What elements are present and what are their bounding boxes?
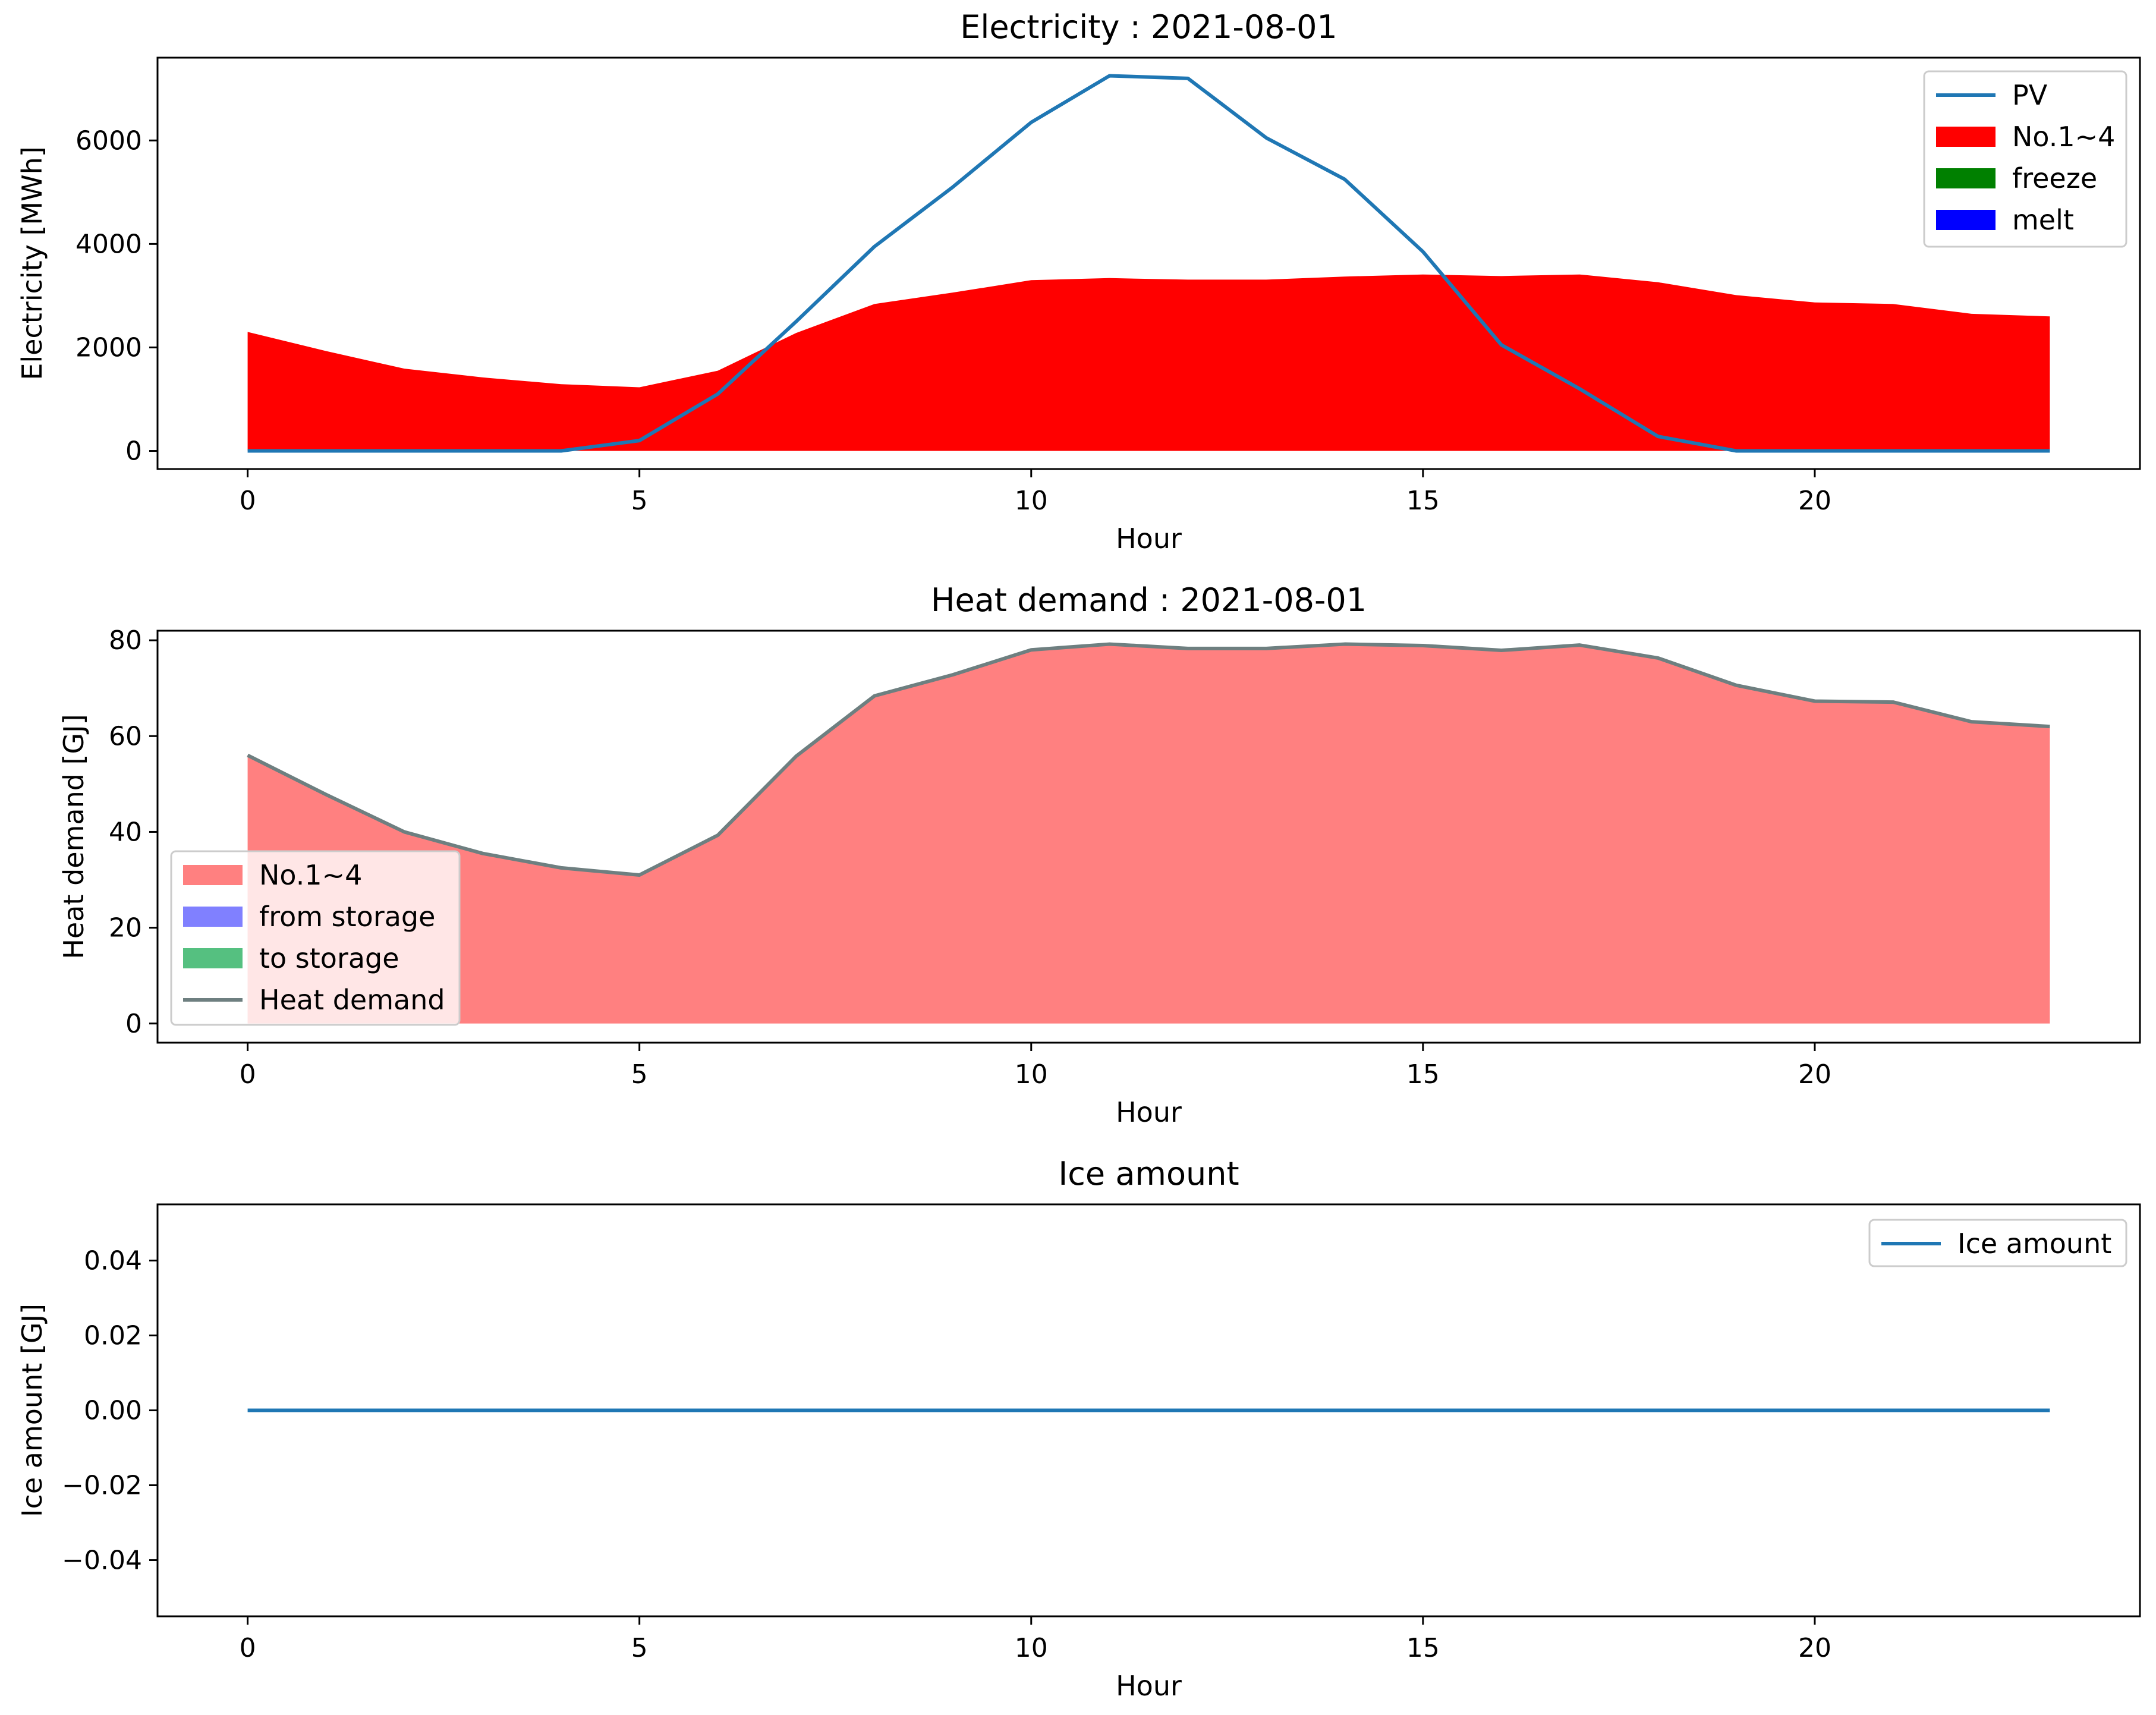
ice-legend: Ice amount	[1868, 1219, 2127, 1267]
heat-ytick-label: 40	[109, 817, 142, 847]
electricity-xtick-label: 0	[240, 486, 256, 516]
heat-legend-label: to storage	[259, 942, 399, 974]
ice-xtick-label: 5	[631, 1633, 648, 1663]
electricity-legend-label: freeze	[2012, 162, 2097, 194]
ice-ytick-label: 0.00	[84, 1396, 142, 1426]
electricity-ytick-label: 6000	[75, 125, 142, 156]
heat-legend-label: from storage	[259, 901, 435, 933]
ice-y-axis-label: Ice amount [GJ]	[16, 1304, 48, 1517]
heat-legend-swatch	[183, 907, 243, 927]
electricity-xtick-label: 15	[1406, 486, 1440, 516]
heat-xtick-label: 5	[631, 1059, 648, 1090]
heat-area-0	[247, 644, 2050, 1024]
electricity-axes-frame	[156, 56, 2141, 470]
electricity-ytick-label: 4000	[75, 229, 142, 259]
electricity-legend-swatch	[1936, 210, 1996, 230]
heat-legend-swatch	[183, 865, 243, 885]
ice-ytick-label: −0.02	[62, 1471, 142, 1501]
electricity-legend: PV No.1~4 freeze melt	[1923, 70, 2127, 248]
ice-legend-frame	[1868, 1219, 2127, 1267]
heat-line-3	[247, 642, 2050, 877]
heat-chart-title: Heat demand : 2021-08-01	[931, 581, 1367, 619]
electricity-xtick-label: 10	[1015, 486, 1048, 516]
electricity-line-0	[247, 74, 2050, 453]
electricity-legend-swatch	[1936, 127, 1996, 147]
heat-ytick-label: 80	[109, 625, 142, 656]
ice-chart-title: Ice amount	[1058, 1155, 1239, 1192]
electricity-legend-label: PV	[2012, 79, 2048, 111]
heat-ytick-label: 20	[109, 913, 142, 943]
electricity-y-axis-label: Electricity [MWh]	[16, 146, 48, 380]
heat-xtick-label: 15	[1406, 1059, 1440, 1090]
ice-ytick-label: 0.02	[84, 1321, 142, 1351]
electricity-chart-title: Electricity : 2021-08-01	[960, 8, 1337, 46]
heat-chart: Heat demand : 2021-08-01 0 5 10 15 20 0 20 40 60 8…	[58, 581, 2141, 1128]
ice-chart: Ice amount 0 5 10 15 20 −0.04 −0.02 0.00 0.02 0.04…	[16, 1155, 2141, 1702]
heat-legend-swatch	[183, 948, 243, 968]
ice-legend-label: Ice amount	[1957, 1228, 2111, 1260]
heat-xtick-label: 0	[240, 1059, 256, 1090]
heat-x-axis-label: Hour	[1116, 1096, 1182, 1128]
heat-ytick-label: 60	[109, 721, 142, 751]
ice-xtick-label: 10	[1015, 1633, 1048, 1663]
ice-xtick-label: 0	[240, 1633, 256, 1663]
electricity-x-axis-label: Hour	[1116, 523, 1182, 555]
electricity-xtick-label: 20	[1798, 486, 1831, 516]
electricity-legend-frame	[1923, 70, 2127, 248]
ice-ytick-label: −0.04	[62, 1546, 142, 1576]
ice-xtick-label: 20	[1798, 1633, 1831, 1663]
electricity-ytick-label: 0	[125, 436, 142, 467]
heat-xtick-label: 10	[1015, 1059, 1048, 1090]
electricity-legend-label: melt	[2012, 204, 2074, 236]
heat-legend-frame	[170, 850, 461, 1026]
heat-ytick-label: 0	[125, 1009, 142, 1039]
heat-y-axis-label: Heat demand [GJ]	[58, 714, 90, 959]
heat-xtick-label: 20	[1798, 1059, 1831, 1090]
electricity-legend-swatch	[1936, 168, 1996, 188]
ice-ytick-label: 0.04	[84, 1246, 142, 1276]
electricity-chart: Electricity : 2021-08-01 0 5 10 15 20 0 2000 400…	[16, 8, 2141, 555]
heat-axes-frame	[156, 630, 2141, 1044]
heat-legend-label: No.1~4	[259, 859, 362, 891]
ice-x-axis-label: Hour	[1116, 1670, 1182, 1702]
heat-legend-label: Heat demand	[259, 984, 445, 1016]
electricity-legend-label: No.1~4	[2012, 121, 2115, 153]
electricity-xtick-label: 5	[631, 486, 648, 516]
ice-xtick-label: 15	[1406, 1633, 1440, 1663]
electricity-area-1	[247, 274, 2050, 451]
electricity-ytick-label: 2000	[75, 332, 142, 363]
heat-legend: No.1~4 from storage to storage Heat demand	[170, 850, 461, 1026]
